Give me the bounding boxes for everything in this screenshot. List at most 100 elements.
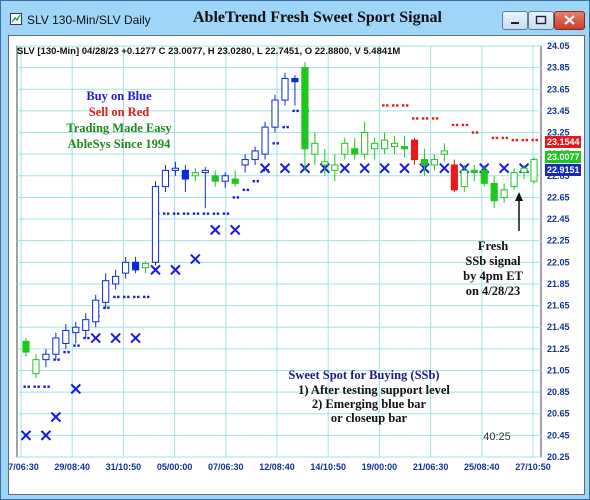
close-button[interactable]: [554, 11, 585, 30]
stop-dot-blue: [216, 212, 220, 215]
x-marker: [150, 264, 161, 276]
fresh-line-1: Fresh: [478, 239, 508, 253]
stop-dot-red: [421, 117, 425, 120]
x-marker: [40, 430, 52, 441]
candle-body: [52, 337, 60, 355]
x-marker: [229, 224, 241, 236]
stop-dot-blue: [172, 212, 176, 215]
price-tick-label: 20.85: [547, 387, 570, 397]
time-tick-label: 14/10:50: [310, 462, 346, 472]
stop-dot-red: [435, 117, 439, 120]
stop-dot-red: [531, 138, 534, 142]
candle-body: [32, 359, 40, 375]
time-tick-label: 31/10:50: [106, 462, 142, 472]
stop-dot-blue: [192, 212, 196, 215]
stop-dot-blue: [127, 295, 130, 299]
stop-dot-red: [525, 138, 528, 142]
time-axis: 27/06:30 29/08:40 31/10:50 05/00:00 07/06:30…: [9, 462, 551, 472]
stop-dot-blue: [182, 212, 186, 215]
stop-dot-red: [425, 117, 429, 120]
stop-dot-blue: [242, 188, 246, 192]
candle-body: [102, 280, 110, 303]
candle-body: [201, 169, 209, 174]
candle-body: [450, 164, 458, 191]
stop-dot-red: [511, 138, 514, 142]
time-tick-label: 27/06:30: [9, 462, 39, 472]
stop-dot-red: [471, 131, 475, 134]
candle-body: [271, 99, 279, 128]
stop-dot-red: [505, 136, 509, 140]
stop-dot-blue: [83, 336, 86, 340]
stop-dot-red: [495, 136, 499, 140]
stop-dot-red: [402, 104, 405, 107]
candle-body: [301, 67, 309, 150]
maximize-icon: [535, 15, 547, 25]
price-tick-label: 23.45: [547, 106, 570, 116]
stop-dot-red: [431, 117, 435, 120]
time-tick-label: 25/08:40: [464, 462, 500, 472]
stop-dot-blue: [256, 179, 259, 183]
fresh-line-2: SSb signal: [465, 254, 521, 268]
window-label: SLV 130-Min/SLV Daily: [27, 13, 151, 27]
x-marker: [359, 163, 370, 174]
chart-area[interactable]: 24.0523.8523.6523.4523.2523.0522.8522.65…: [8, 35, 585, 495]
stop-dot-blue: [47, 385, 50, 388]
price-chart[interactable]: 24.0523.8523.6523.4523.2523.0522.8522.65…: [9, 36, 584, 494]
maximize-button[interactable]: [528, 11, 554, 30]
stop-dot-blue: [276, 142, 279, 145]
window-title: AbleTrend Fresh Sweet Sport Signal: [193, 9, 442, 26]
x-marker: [170, 264, 181, 276]
stop-dot-blue: [67, 350, 70, 354]
price-tick-label: 22.45: [547, 214, 570, 224]
stop-dot-red: [515, 138, 518, 142]
stop-dot-blue: [202, 212, 206, 215]
candle-body: [390, 142, 399, 148]
price-tick-label: 23.65: [547, 84, 570, 94]
price-tick-label: 24.05: [547, 41, 570, 51]
stop-dot-blue: [87, 336, 90, 340]
title-bar[interactable]: SLV 130-Min/SLV Daily AbleTrend Fresh Sw…: [1, 1, 589, 35]
stop-dot-blue: [107, 306, 110, 309]
stop-dot-blue: [147, 295, 150, 299]
stop-dot-blue: [57, 358, 60, 361]
stop-dot-blue: [162, 212, 166, 215]
stop-dot-blue: [77, 344, 80, 347]
stop-dot-blue: [166, 212, 170, 215]
stop-dot-blue: [137, 295, 140, 299]
stop-dot-blue: [113, 295, 116, 299]
stop-dot-red: [521, 138, 524, 142]
stop-dot-red: [455, 123, 459, 127]
candle-body: [191, 172, 199, 177]
x-marker: [70, 383, 81, 395]
time-tick-label: 19/00:00: [362, 462, 398, 472]
stop-dot-red: [465, 123, 469, 127]
candle-body: [321, 161, 329, 166]
stop-dot-blue: [33, 385, 36, 388]
x-marker: [259, 163, 271, 174]
stop-dot-blue: [133, 295, 136, 299]
candle-body: [460, 169, 468, 188]
stop-dot-red: [461, 123, 465, 127]
time-tick-label: 07/06:30: [208, 462, 244, 472]
candle-body: [131, 261, 140, 271]
stop-dot-red: [451, 123, 455, 127]
candle-body: [231, 178, 239, 184]
stop-dot-blue: [272, 142, 275, 145]
candle-body: [92, 299, 100, 323]
stop-dot-blue: [53, 358, 56, 361]
plot-border: [16, 45, 542, 458]
stop-dot-blue: [37, 385, 40, 388]
legend-since: AbleSys Since 1994: [68, 137, 172, 151]
candle-body: [500, 189, 508, 198]
minimize-button[interactable]: [502, 11, 528, 30]
price-tag-green: 23.0077: [545, 151, 581, 163]
price-tick-label: 22.65: [547, 192, 570, 202]
price-tick-label: 20.65: [547, 409, 570, 419]
stop-dot-blue: [143, 295, 146, 299]
price-tick-label: 23.25: [547, 128, 570, 138]
candle-body: [161, 169, 170, 188]
candle-body: [480, 169, 488, 184]
candle-body: [400, 146, 409, 150]
price-tick-label: 20.45: [547, 430, 570, 440]
